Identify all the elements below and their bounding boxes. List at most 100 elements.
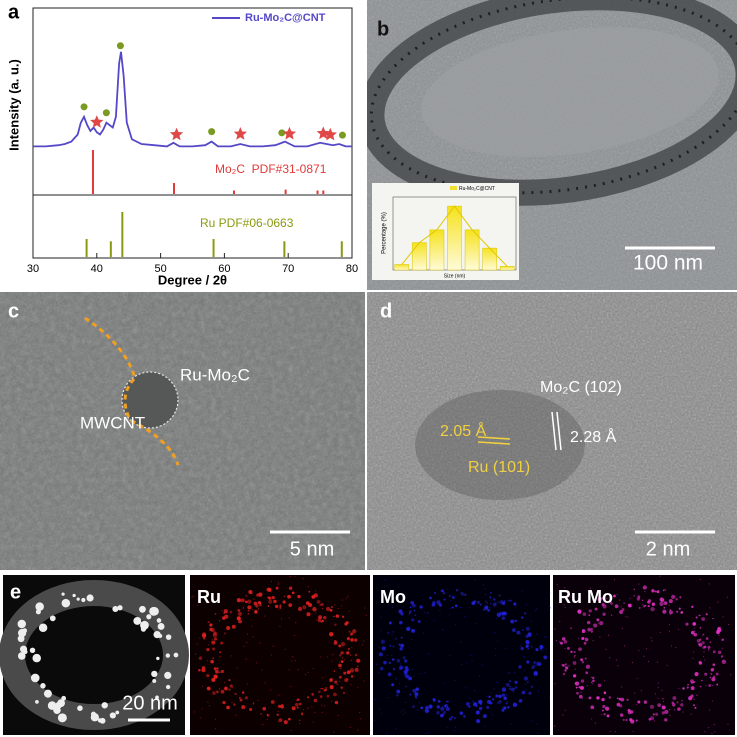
eds-dot	[690, 713, 692, 715]
eds-dot	[565, 666, 569, 670]
particle	[164, 671, 172, 680]
eds-dot	[386, 697, 389, 699]
particle	[81, 597, 86, 603]
eds-dot	[599, 636, 601, 638]
eds-dot	[483, 584, 485, 586]
eds-dot	[240, 598, 245, 603]
eds-dot	[527, 648, 529, 650]
eds-dot	[475, 710, 480, 715]
eds-dot	[602, 704, 606, 709]
eds-dot	[620, 697, 625, 702]
eds-dot	[543, 636, 546, 638]
eds-dot	[657, 687, 659, 689]
eds-dot	[287, 594, 291, 599]
eds-dot	[530, 620, 532, 622]
eds-dot	[717, 650, 722, 655]
eds-dot	[603, 691, 607, 695]
peak-marker	[233, 127, 247, 140]
eds-dot	[256, 593, 259, 596]
eds-dot	[420, 706, 424, 710]
eds-dot	[316, 599, 321, 604]
eds-dot	[248, 590, 253, 595]
eds-dot	[246, 642, 248, 644]
eds-dot	[535, 648, 539, 652]
particle	[57, 699, 65, 707]
eds-dot	[409, 693, 412, 696]
eds-dot	[321, 704, 323, 706]
eds-dot	[509, 687, 512, 691]
eds-dot	[270, 591, 273, 593]
particle	[57, 713, 67, 723]
eds-dot	[631, 661, 634, 664]
eds-dot	[534, 663, 536, 665]
eds-dot	[574, 682, 577, 685]
eds-dot	[590, 718, 593, 720]
eds-dot	[644, 590, 646, 593]
eds-dot	[442, 710, 447, 715]
eds-dot	[449, 654, 451, 657]
eds-dot	[526, 660, 530, 664]
eds-dot	[215, 669, 219, 674]
eds-dot	[535, 674, 538, 676]
eds-dot	[602, 709, 604, 712]
eds-dot	[661, 711, 665, 715]
eds-dot	[661, 705, 666, 710]
eds-dot	[710, 668, 714, 672]
particle	[139, 605, 146, 613]
eds-dot	[398, 643, 401, 646]
eds-dot	[563, 604, 565, 606]
eds-dot	[218, 620, 221, 622]
eds-dot	[685, 622, 689, 626]
eds-dot	[339, 675, 342, 679]
histogram-bar	[482, 247, 497, 271]
eds-dot	[312, 607, 317, 612]
eds-dot	[651, 602, 656, 606]
eds-dot	[212, 657, 215, 660]
x-tick-label: 60	[218, 263, 230, 275]
eds-dot	[212, 630, 214, 632]
particle	[101, 702, 108, 709]
eds-dot	[564, 669, 567, 672]
eds-dot	[650, 637, 652, 639]
particle	[77, 705, 83, 711]
eds-dot	[193, 711, 195, 713]
eds-dot	[505, 694, 508, 696]
eds-dot	[521, 629, 524, 631]
eds-dot	[478, 706, 483, 711]
eds-dot	[399, 647, 403, 651]
eds-dot	[497, 640, 499, 643]
eds-dot	[207, 620, 210, 624]
eds-dot	[436, 600, 441, 605]
eds-dot	[613, 579, 616, 581]
eds-dot	[513, 691, 515, 693]
eds-dot	[531, 666, 535, 670]
eds-dot	[580, 691, 582, 693]
eds-dot	[275, 586, 279, 590]
eds-dot	[378, 646, 380, 649]
eds-dot	[396, 659, 401, 663]
eds-dot	[701, 641, 705, 645]
eds-dot	[680, 703, 684, 707]
eds-dot	[450, 599, 452, 602]
eds-dot	[512, 702, 518, 707]
eds-dot	[340, 651, 344, 655]
eds-dot	[349, 654, 352, 656]
peak-marker	[80, 103, 88, 111]
eds-dot	[587, 627, 592, 632]
eds-dot	[332, 653, 334, 656]
eds-dot	[483, 713, 488, 718]
eds-dot	[411, 639, 413, 641]
eds-dot	[617, 697, 619, 700]
eds-dot	[409, 610, 412, 613]
eds-dot	[664, 588, 667, 591]
eds-dot	[692, 622, 697, 626]
eds-dot	[281, 703, 284, 707]
eds-dot	[486, 602, 489, 604]
eds-dot	[484, 593, 487, 596]
eds-dot	[414, 695, 417, 698]
eds-dot	[226, 705, 228, 707]
eds-dot	[436, 705, 440, 709]
eds-dot	[373, 698, 376, 701]
eds-dot	[514, 619, 517, 623]
eds-dot	[198, 668, 201, 672]
